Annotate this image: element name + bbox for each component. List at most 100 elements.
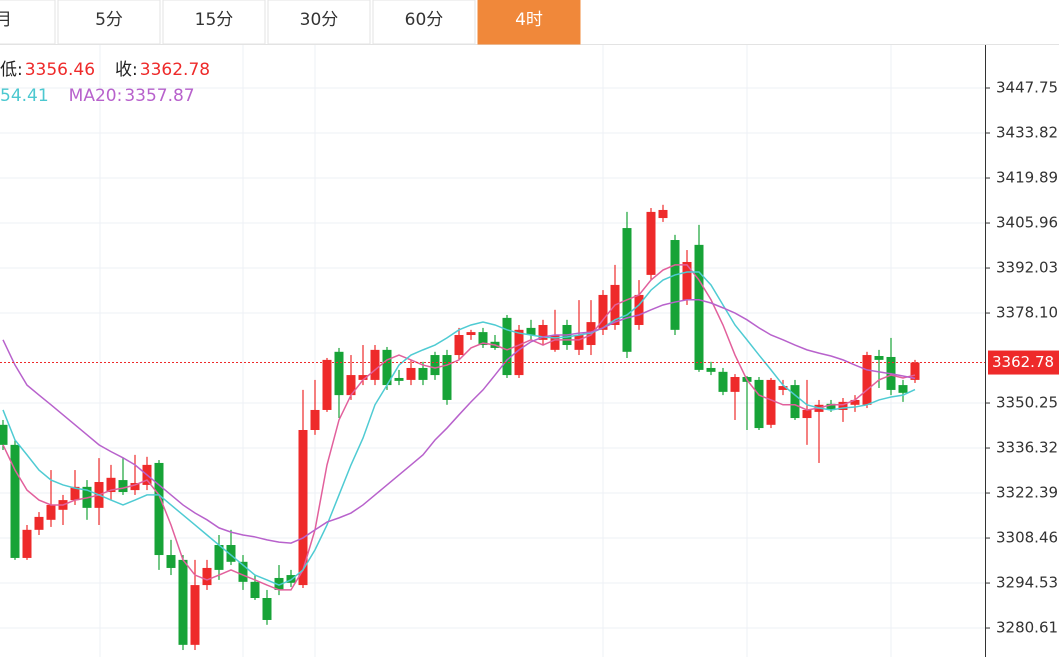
- candle-body: [214, 545, 224, 570]
- candle-body: [298, 429, 308, 586]
- candle-body: [346, 375, 356, 396]
- tab-label[interactable]: 15分: [195, 10, 234, 30]
- candle-body: [358, 375, 368, 380]
- candle-body: [250, 581, 260, 599]
- y-tick-label: 3433.82: [996, 124, 1058, 142]
- tab-label[interactable]: 30分: [300, 10, 339, 30]
- candle-body: [730, 377, 740, 392]
- candle-body: [838, 401, 848, 410]
- y-tick-label: 3419.89: [996, 169, 1058, 187]
- candle-body: [406, 367, 416, 380]
- y-tick-label: 3350.25: [996, 394, 1058, 412]
- candle-body: [130, 482, 140, 491]
- candle-body: [658, 209, 668, 219]
- candle-body: [154, 462, 164, 556]
- tab[interactable]: [372, 0, 476, 45]
- y-tick-label: 3392.03: [996, 259, 1058, 277]
- candle-body: [262, 598, 272, 620]
- tab-label[interactable]: 5分: [95, 10, 123, 30]
- candle-body: [274, 577, 284, 590]
- candle-body: [106, 477, 116, 493]
- candle-body: [634, 294, 644, 325]
- candle-body: [70, 486, 80, 501]
- candle-body: [754, 379, 764, 429]
- candle-body: [778, 386, 788, 390]
- candle-body: [394, 377, 404, 381]
- y-tick-label: 3405.96: [996, 214, 1058, 232]
- tab[interactable]: [477, 0, 581, 45]
- y-tick-label: 3280.61: [996, 619, 1058, 637]
- candle-body: [190, 585, 200, 645]
- candle-body: [10, 444, 20, 558]
- candle-body: [178, 559, 188, 645]
- candle-body: [478, 332, 488, 346]
- y-tick-label: 3447.75: [996, 79, 1058, 97]
- legend-value: 3356.46: [25, 60, 95, 80]
- ma-line: [2, 264, 916, 591]
- candle-body: [766, 379, 776, 425]
- tab[interactable]: [162, 0, 266, 45]
- y-tick-label: 3294.53: [996, 574, 1058, 592]
- candle-body: [118, 480, 128, 493]
- candle-body: [550, 335, 560, 350]
- tab-label[interactable]: 月: [0, 10, 12, 30]
- candle-body: [682, 261, 692, 301]
- last-price-label: 3362.78: [992, 353, 1054, 371]
- candle-body: [790, 385, 800, 419]
- candle-body: [334, 351, 344, 396]
- y-tick-label: 3336.32: [996, 439, 1058, 457]
- tab-label[interactable]: 60分: [405, 10, 444, 30]
- candle-body: [502, 317, 512, 376]
- legend-text: 54.41: [0, 86, 49, 106]
- candle-body: [850, 399, 860, 405]
- ma-line: [2, 299, 916, 544]
- candle-body: [22, 529, 32, 558]
- candle-body: [538, 324, 548, 340]
- candle-body: [34, 516, 44, 530]
- candle-body: [514, 329, 524, 376]
- legend-label: MA20:: [69, 86, 123, 106]
- candle-body: [622, 228, 632, 352]
- candle-body: [322, 359, 332, 410]
- candle-body: [598, 294, 608, 330]
- tab-label[interactable]: 4时: [515, 10, 543, 30]
- candle-body: [382, 349, 392, 386]
- candle-body: [574, 335, 584, 350]
- candle-body: [0, 424, 8, 445]
- candle-body: [310, 409, 320, 430]
- legend-label: 收:: [115, 60, 138, 80]
- candle-body: [442, 355, 452, 400]
- candle-body: [694, 244, 704, 370]
- last-price-box: [988, 350, 1059, 375]
- candle-body: [706, 367, 716, 372]
- legend-value: 3362.78: [140, 60, 210, 80]
- y-tick-label: 3378.10: [996, 304, 1058, 322]
- y-tick-label: 3308.46: [996, 529, 1058, 547]
- legend-label: 低:: [0, 60, 23, 80]
- ma-line: [2, 271, 916, 586]
- candle-body: [898, 385, 908, 393]
- tab[interactable]: [267, 0, 371, 45]
- candle-body: [226, 545, 236, 562]
- plot: 3447.75 3433.82 3419.89 3405.96 3392.03 3378.…: [0, 60, 1059, 651]
- candle-body: [430, 355, 440, 376]
- candle-body: [874, 356, 884, 360]
- candle-body: [826, 403, 836, 410]
- candle-body: [466, 332, 476, 336]
- candle-body: [802, 409, 812, 419]
- candle-body: [454, 335, 464, 356]
- candle-body: [646, 211, 656, 275]
- candle-body: [46, 504, 56, 520]
- candle-body: [202, 567, 212, 586]
- legend-value: 3357.87: [124, 86, 194, 106]
- candle-body: [238, 561, 248, 582]
- tab[interactable]: [0, 0, 56, 45]
- tab[interactable]: [57, 0, 161, 45]
- candle-body: [718, 371, 728, 392]
- y-tick-label: 3322.39: [996, 484, 1058, 502]
- candle-body: [418, 367, 428, 380]
- candle-body: [166, 555, 176, 568]
- candle-body: [526, 327, 536, 336]
